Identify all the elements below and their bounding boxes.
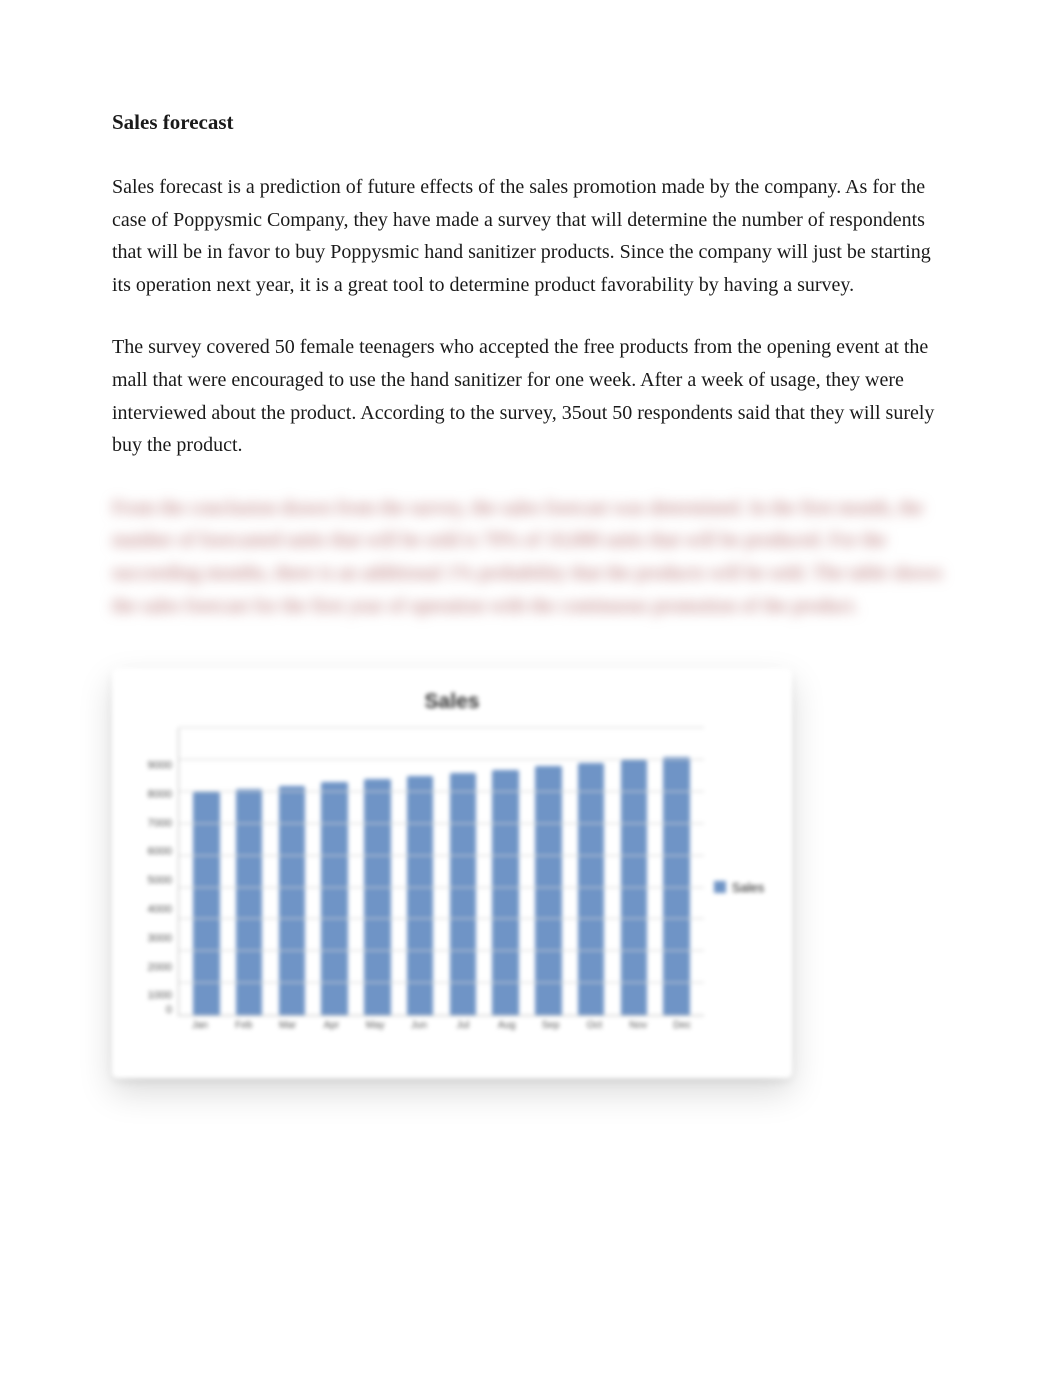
bar — [407, 776, 434, 1015]
x-tick: Mar — [266, 1016, 310, 1046]
y-tick: 1000 — [130, 973, 178, 1002]
section-heading: Sales forecast — [112, 110, 950, 135]
bar-slot — [356, 728, 399, 1015]
bar-slot — [655, 728, 698, 1015]
chart-body: 0100020003000400050006000700080009000 Ja… — [130, 728, 774, 1046]
gridline — [179, 759, 704, 760]
bar — [364, 779, 391, 1015]
sales-chart-card: Sales 0100020003000400050006000700080009… — [112, 668, 792, 1078]
gridline — [179, 918, 704, 919]
bar — [492, 770, 519, 1016]
gridline — [179, 791, 704, 792]
x-tick: Jan — [178, 1016, 222, 1046]
chart-title: Sales — [130, 690, 774, 714]
legend-label: Sales — [732, 880, 765, 895]
y-tick: 2000 — [130, 944, 178, 973]
chart-plot-row: 0100020003000400050006000700080009000 — [130, 728, 704, 1016]
chart-x-axis: JanFebMarAprMayJunJulAugSepOctNovDec — [178, 1016, 704, 1046]
x-tick: Feb — [222, 1016, 266, 1046]
gridline — [179, 982, 704, 983]
y-tick: 9000 — [130, 743, 178, 772]
y-tick: 6000 — [130, 829, 178, 858]
bar-slot — [613, 728, 656, 1015]
body-paragraph-2: The survey covered 50 female teenagers w… — [112, 331, 950, 461]
bar-slot — [442, 728, 485, 1015]
gridline — [179, 887, 704, 888]
bar-slot — [527, 728, 570, 1015]
bar — [279, 786, 306, 1016]
bar-slot — [570, 728, 613, 1015]
y-tick: 5000 — [130, 858, 178, 887]
chart-plot-area — [178, 728, 704, 1016]
chart-plot-wrap: 0100020003000400050006000700080009000 Ja… — [130, 728, 704, 1046]
bar — [535, 766, 562, 1015]
body-paragraph-3-blurred: From the conclusion drawn from the surve… — [112, 492, 950, 622]
bar-slot — [484, 728, 527, 1015]
bar-slot — [313, 728, 356, 1015]
y-tick: 8000 — [130, 771, 178, 800]
bar-slot — [228, 728, 271, 1015]
x-tick: Jun — [397, 1016, 441, 1046]
bar — [578, 763, 605, 1015]
y-tick: 3000 — [130, 915, 178, 944]
x-tick: Jul — [441, 1016, 485, 1046]
chart-bars-container — [179, 728, 704, 1015]
x-tick: Sep — [529, 1016, 573, 1046]
document-page: Sales forecast Sales forecast is a predi… — [0, 0, 1062, 1377]
bar — [450, 773, 477, 1015]
gridline — [179, 855, 704, 856]
y-tick: 4000 — [130, 887, 178, 916]
chart-y-axis: 0100020003000400050006000700080009000 — [130, 728, 178, 1016]
x-tick: Dec — [660, 1016, 704, 1046]
x-tick: Apr — [309, 1016, 353, 1046]
bar — [321, 782, 348, 1015]
body-paragraph-1: Sales forecast is a prediction of future… — [112, 171, 950, 301]
gridline — [179, 950, 704, 951]
bar-slot — [271, 728, 314, 1015]
x-tick: Nov — [616, 1016, 660, 1046]
x-tick: May — [353, 1016, 397, 1046]
gridline — [179, 823, 704, 824]
y-tick: 7000 — [130, 800, 178, 829]
bar-slot — [185, 728, 228, 1015]
x-tick: Aug — [485, 1016, 529, 1046]
x-tick: Oct — [572, 1016, 616, 1046]
gridline — [179, 727, 704, 728]
bar-slot — [399, 728, 442, 1015]
legend-swatch — [714, 881, 726, 893]
chart-legend: Sales — [704, 728, 774, 1046]
